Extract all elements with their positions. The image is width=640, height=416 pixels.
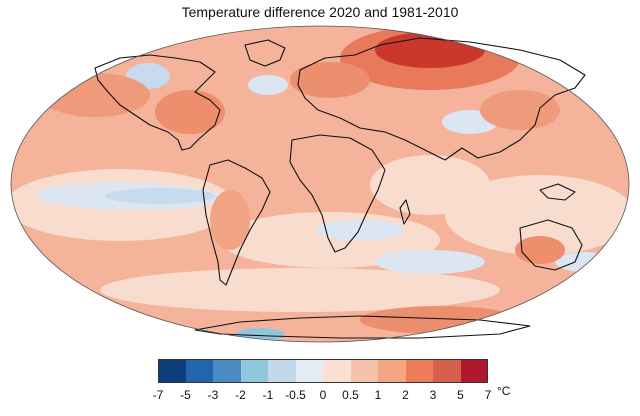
coastline-north-america xyxy=(94,54,221,151)
colorbar-tick-label: -1 xyxy=(262,388,274,402)
anomaly-patch-siberia-core xyxy=(375,32,485,68)
colorbar-cell xyxy=(323,359,351,383)
coastline-australia xyxy=(519,219,583,271)
coastline-greenland xyxy=(244,39,286,67)
colorbar-cell xyxy=(460,359,488,383)
anomaly-patch-indian-ocean xyxy=(370,155,490,215)
colorbar-cell xyxy=(378,359,406,383)
anomaly-patch-la-nina-core xyxy=(105,188,215,204)
coastlines xyxy=(94,37,586,339)
colorbar-tick-label: -2 xyxy=(235,388,246,402)
colorbar-tick-label: 7 xyxy=(484,388,492,402)
colorbar-cell xyxy=(158,359,186,383)
coastline-madagascar xyxy=(399,199,411,225)
colorbar-cell xyxy=(240,359,268,383)
colorbar-cell xyxy=(185,359,213,383)
anomaly-patch-south-atlantic-cool xyxy=(315,220,405,240)
colorbar-unit: °C xyxy=(497,384,511,398)
colorbar-tick-label: 1 xyxy=(374,388,382,402)
anomaly-patch-europe xyxy=(290,62,370,98)
anomaly-patch-east-asia xyxy=(480,90,560,130)
colorbar-tick-label: 2 xyxy=(402,388,409,402)
anomaly-patch-australia xyxy=(515,236,565,264)
colorbar-tick-label: 0 xyxy=(319,388,327,402)
anomaly-patch-north-atlantic xyxy=(248,75,288,95)
coastline-south-america xyxy=(202,159,271,286)
colorbar-cell xyxy=(295,359,323,383)
anomaly-patch-indian-south xyxy=(375,250,485,274)
coastline-antarctica xyxy=(194,315,531,339)
colorbar-cell xyxy=(268,359,296,383)
anomaly-patch-usa xyxy=(155,90,225,134)
colorbar-tick-label: 0.5 xyxy=(342,388,359,402)
coastline-eurasia xyxy=(297,37,586,161)
colorbar-tick-label: -3 xyxy=(207,388,219,402)
colorbar-tick-label: 3 xyxy=(429,388,437,402)
colorbar-cell xyxy=(433,359,461,383)
anomaly-field xyxy=(11,26,629,342)
colorbar-cell xyxy=(350,359,378,383)
globe-outline xyxy=(10,25,630,343)
colorbar-cell xyxy=(213,359,241,383)
anomaly-patch-southern-ocean xyxy=(100,268,500,312)
anomaly-patch-pacific-west xyxy=(445,175,629,255)
anomaly-patch-south-america xyxy=(210,190,250,250)
anomaly-patch-alaska-pacific xyxy=(40,73,150,117)
colorbar-tick-label: -7 xyxy=(152,388,164,402)
map-title: Temperature difference 2020 and 1981-201… xyxy=(181,4,459,20)
colorbar-tick-label: 5 xyxy=(457,388,464,402)
coastline-africa xyxy=(289,134,386,253)
coastline-indonesia xyxy=(539,183,576,201)
colorbar-tick-label: -0.5 xyxy=(285,388,306,402)
colorbar-cell xyxy=(405,359,433,383)
anomaly-patch-tasman xyxy=(555,252,615,272)
colorbar-tick-label: -5 xyxy=(180,388,191,402)
